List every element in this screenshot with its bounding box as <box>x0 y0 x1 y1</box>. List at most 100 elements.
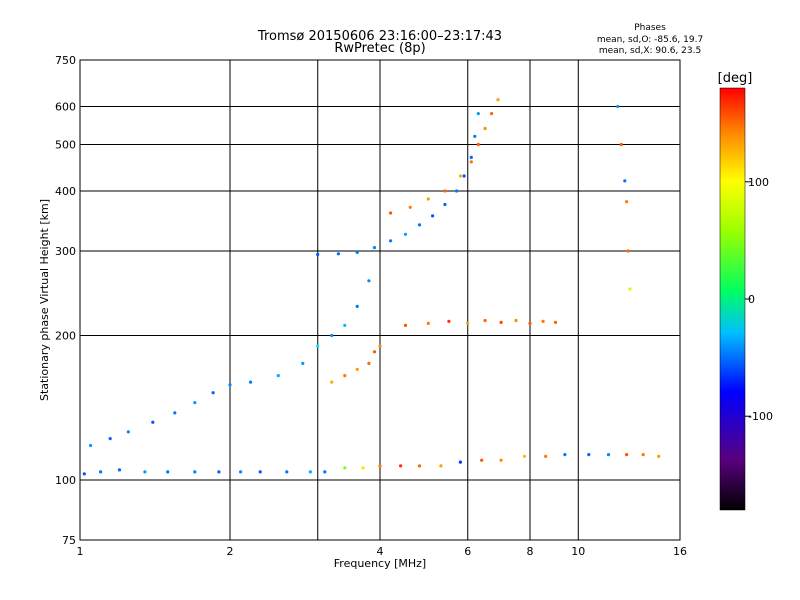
data-point <box>417 223 422 227</box>
data-point <box>544 454 548 458</box>
data-point <box>426 197 430 201</box>
data-point <box>443 202 447 207</box>
data-point <box>499 320 503 324</box>
data-point <box>228 383 232 387</box>
data-point <box>361 466 365 470</box>
data-point <box>469 155 473 159</box>
y-ticks: 75 100 200 300 400 500 600 750 <box>55 54 76 547</box>
colorbar-ticks: 100 0 -100 <box>745 176 773 423</box>
y-axis-label: Stationary phase Virtual Height [km] <box>38 199 51 401</box>
colorbar-tick-label: -100 <box>748 410 773 423</box>
data-point <box>193 401 197 405</box>
data-point <box>625 453 629 457</box>
data-point <box>403 323 408 327</box>
data-point <box>126 430 130 434</box>
data-point <box>258 470 262 474</box>
data-point <box>469 160 473 164</box>
data-point <box>587 453 591 457</box>
data-point <box>330 380 334 384</box>
x-tick-label: 10 <box>571 545 585 558</box>
y-tick-label: 300 <box>55 245 76 258</box>
data-point <box>399 464 403 468</box>
data-points <box>82 98 661 476</box>
chart-title: Tromsø 20150606 23:16:00–23:17:43 <box>257 29 502 44</box>
data-point <box>476 142 480 147</box>
data-point <box>431 214 435 218</box>
data-point <box>166 470 170 474</box>
data-point <box>496 98 500 102</box>
y-tick-label: 75 <box>62 534 76 547</box>
data-point <box>641 453 645 457</box>
data-point <box>625 200 629 204</box>
data-point <box>616 104 620 109</box>
data-point <box>606 453 611 457</box>
data-point <box>522 454 527 458</box>
data-point <box>372 246 377 250</box>
data-point <box>193 470 197 474</box>
data-point <box>476 112 480 116</box>
data-point <box>343 374 347 378</box>
x-tick-label: 16 <box>673 545 687 558</box>
data-point <box>367 279 371 283</box>
data-point <box>285 470 289 474</box>
data-point <box>301 361 305 365</box>
data-point <box>447 319 451 323</box>
x-tick-label: 8 <box>527 545 534 558</box>
data-point <box>499 458 503 462</box>
chart-subtitle: RwPretec (8p) <box>334 41 425 56</box>
data-point <box>108 437 112 441</box>
data-point <box>443 189 447 193</box>
data-point <box>541 319 545 323</box>
data-point <box>458 460 462 464</box>
data-point <box>483 126 487 131</box>
data-point <box>355 250 359 254</box>
y-tick-label: 600 <box>55 101 76 114</box>
data-point <box>249 380 253 384</box>
data-point <box>408 205 412 209</box>
data-point <box>528 321 532 325</box>
x-tick-label: 1 <box>77 545 84 558</box>
data-point <box>330 333 334 338</box>
y-tick-label: 500 <box>55 139 76 152</box>
x-axis-label: Frequency [MHz] <box>334 557 426 570</box>
data-point <box>372 350 377 354</box>
data-point <box>89 443 93 448</box>
data-point <box>490 112 494 116</box>
phases-line-o: mean, sd,O: -85.6, 19.7 <box>597 35 703 45</box>
data-point <box>143 470 147 474</box>
data-point <box>336 252 340 256</box>
data-point <box>355 367 359 371</box>
data-point <box>553 320 558 324</box>
data-point <box>239 470 243 474</box>
data-point <box>473 134 477 138</box>
data-point <box>367 361 371 365</box>
data-point <box>480 458 484 462</box>
x-ticks: 1 2 4 6 8 10 16 <box>77 545 688 558</box>
data-point <box>389 239 393 243</box>
y-tick-label: 200 <box>55 330 76 343</box>
phases-line-x: mean, sd,X: 90.6, 23.5 <box>599 46 701 56</box>
y-tick-label: 100 <box>55 474 76 487</box>
data-point <box>417 464 422 468</box>
data-point <box>308 470 312 474</box>
data-point <box>316 344 320 348</box>
data-point <box>99 470 103 474</box>
data-point <box>403 232 408 236</box>
data-point <box>626 249 630 253</box>
colorbar-label: [deg] <box>718 71 753 86</box>
phases-heading: Phases <box>634 23 666 33</box>
data-point <box>323 470 327 474</box>
data-point <box>173 411 177 415</box>
data-point <box>378 344 382 348</box>
data-point <box>343 323 347 327</box>
data-point <box>483 318 487 323</box>
data-point <box>563 453 567 457</box>
data-point <box>426 321 430 325</box>
colorbar-tick-label: 0 <box>748 293 755 306</box>
data-point <box>466 321 470 325</box>
data-point <box>439 464 443 468</box>
data-point <box>343 466 347 470</box>
data-point <box>462 174 466 178</box>
data-point <box>455 189 459 193</box>
